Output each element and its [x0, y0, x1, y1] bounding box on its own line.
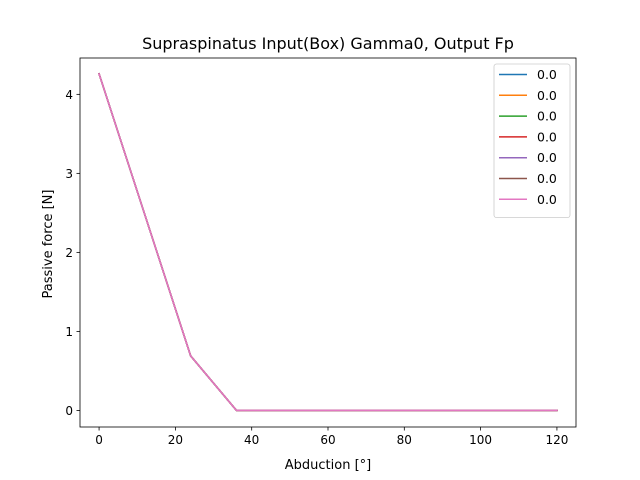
series-line-6 [98, 72, 558, 412]
y-tick-label-0: 0 [65, 404, 73, 418]
x-tick-label-60: 60 [320, 433, 335, 447]
y-tick-label-1: 1 [65, 325, 73, 339]
chart-title: Supraspinatus Input(Box) Gamma0, Output … [142, 34, 514, 53]
legend: 0.0 0.0 0.0 0.0 0.0 0.0 0.0 [493, 63, 571, 219]
legend-label-5: 0.0 [537, 171, 557, 186]
y-tick-label-3: 3 [65, 167, 73, 181]
legend-box [493, 63, 571, 219]
y-tick-label-4: 4 [65, 88, 73, 102]
legend-label-2: 0.0 [537, 109, 557, 124]
x-tick-label-40: 40 [244, 433, 259, 447]
x-tick-label-80: 80 [397, 433, 412, 447]
x-tick-label-20: 20 [168, 433, 183, 447]
x-tick-label-100: 100 [469, 433, 492, 447]
axes: 0 20 40 60 80 100 120 0 1 2 3 4 [65, 57, 577, 447]
plot-area [98, 72, 558, 412]
legend-label-3: 0.0 [537, 129, 557, 144]
legend-label-0: 0.0 [537, 67, 557, 82]
x-tick-label-120: 120 [545, 433, 568, 447]
y-tick-label-2: 2 [65, 246, 73, 260]
x-axis-label: Abduction [°] [285, 458, 371, 473]
y-axis-label: Passive force [N] [41, 190, 56, 299]
legend-label-6: 0.0 [537, 192, 557, 207]
x-tick-label-0: 0 [95, 433, 103, 447]
legend-label-4: 0.0 [537, 150, 557, 165]
legend-label-1: 0.0 [537, 88, 557, 103]
